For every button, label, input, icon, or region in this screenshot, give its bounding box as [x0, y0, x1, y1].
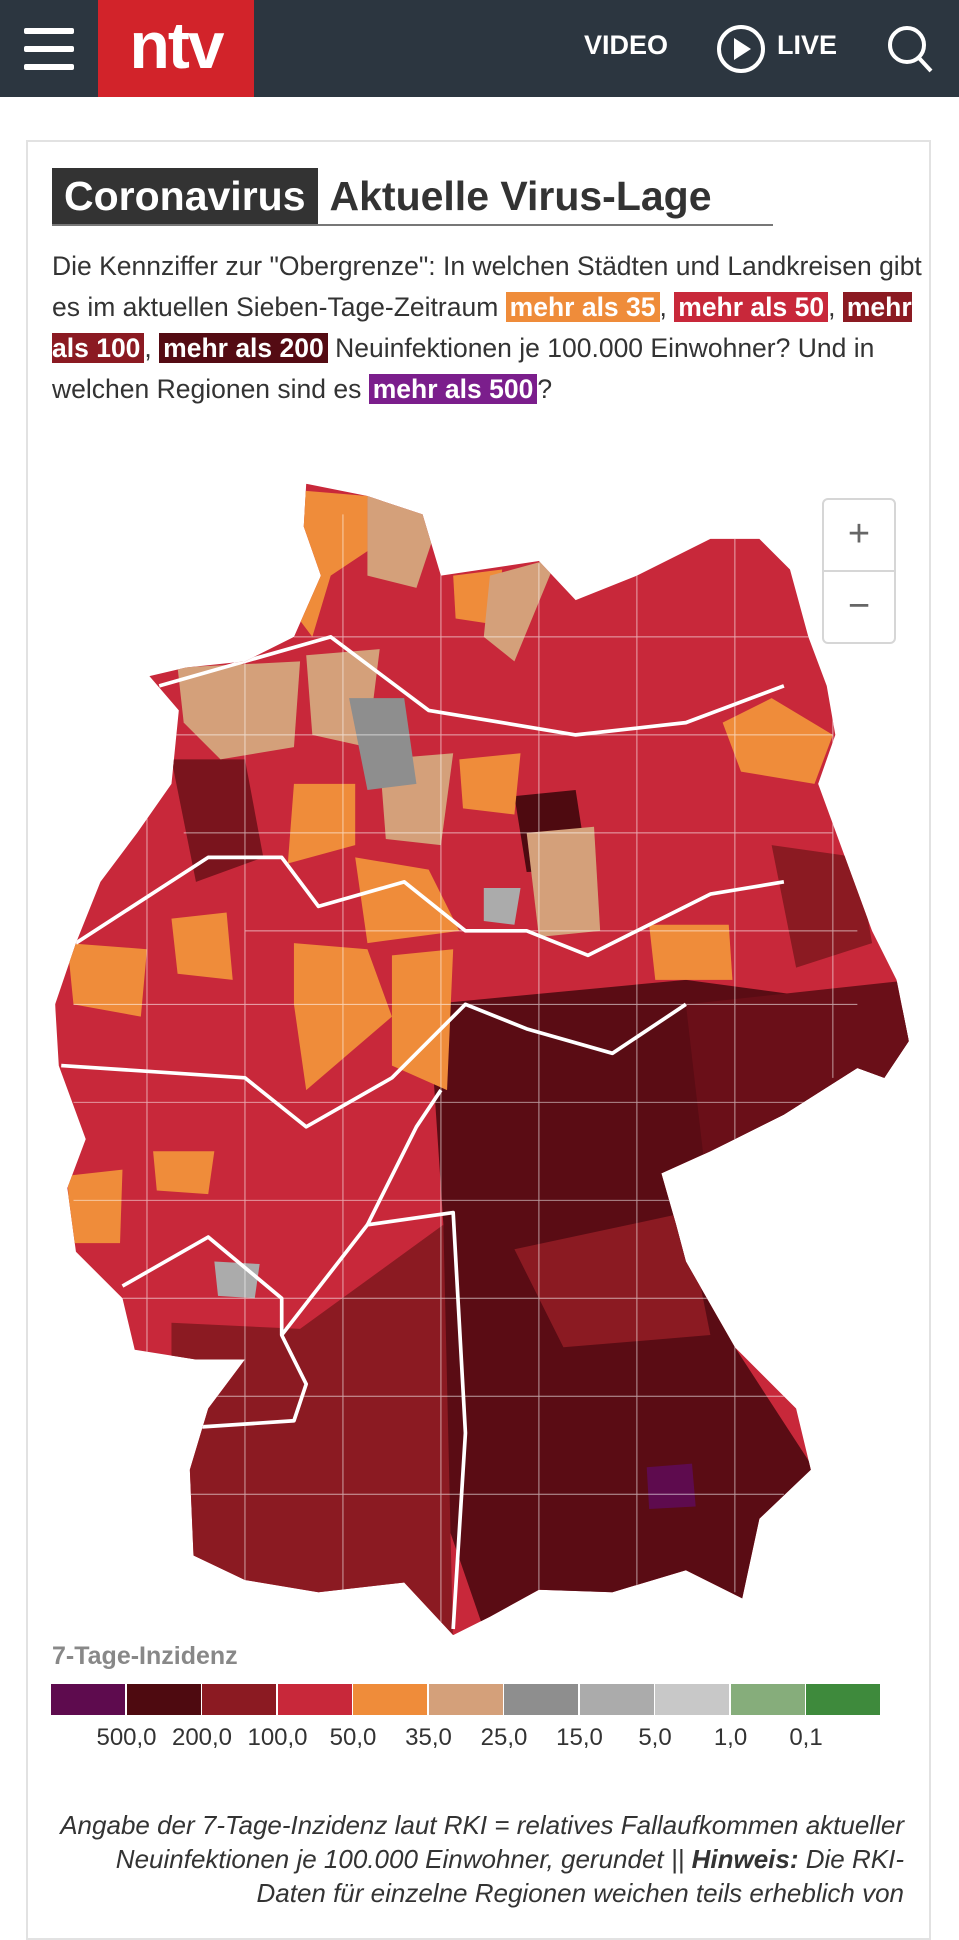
title: Aktuelle Virus-Lage: [329, 173, 712, 219]
legend-swatch: [353, 1684, 427, 1715]
top-bar: ntv VIDEO LIVE: [0, 0, 959, 97]
intro-text: ?: [537, 374, 553, 404]
footnote: Angabe der 7-Tage-Inzidenz laut RKI = re…: [52, 1808, 904, 1910]
legend-label: 100,0: [247, 1724, 308, 1751]
legend-label: 50,0: [329, 1724, 377, 1751]
search-icon[interactable]: [888, 26, 933, 73]
nav-link[interactable]: VIDEO: [584, 30, 669, 60]
legend-label: 25,0: [480, 1724, 528, 1751]
headline: Coronavirus Aktuelle Virus-Lage: [52, 168, 773, 226]
legend-swatch: [277, 1684, 352, 1715]
legend-label: 15,0: [556, 1724, 603, 1751]
legend-label: 1,0: [713, 1724, 748, 1751]
zoom-in[interactable]: +: [847, 513, 871, 555]
intro-text: ,: [659, 292, 675, 322]
nav-link[interactable]: LIVE: [777, 30, 838, 60]
legend-swatch: [202, 1684, 276, 1715]
legend-swatch: [579, 1684, 654, 1715]
legend-label: 500,0: [96, 1724, 157, 1751]
legend-swatch: [504, 1684, 578, 1715]
intro: Die Kennziffer zur "Obergrenze": In welc…: [52, 246, 922, 410]
map: [55, 483, 909, 1636]
header-icons: [24, 25, 933, 73]
intro-text: ,: [828, 292, 843, 322]
intro-text: ,: [144, 333, 160, 363]
legend-swatch: [428, 1684, 503, 1715]
highlight: mehr als 35: [505, 292, 660, 322]
legend-label: 0,1: [789, 1724, 823, 1751]
legend-label: 5,0: [638, 1724, 672, 1751]
zoom-out[interactable]: −: [824, 570, 894, 642]
note-bold: Hinweis:: [691, 1844, 799, 1874]
menu-icon[interactable]: [24, 28, 74, 70]
logo[interactable]: ntv: [98, 0, 254, 97]
legend-title: 7-Tage-Inzidenz: [52, 1642, 238, 1670]
legend-swatch: [126, 1684, 201, 1715]
highlight: mehr als 200: [159, 333, 328, 363]
legend-swatch: [655, 1684, 729, 1715]
highlight: mehr als 50: [674, 292, 829, 322]
legend-swatch: [806, 1684, 880, 1715]
note-text: Die RKI-Daten für einzelne Regionen weic…: [256, 1844, 904, 1908]
legend-swatch: [51, 1684, 125, 1715]
legend-swatch: [730, 1684, 805, 1715]
live-icon[interactable]: [717, 25, 765, 73]
legend-label: 35,0: [405, 1724, 452, 1751]
map-regions: [55, 483, 909, 1636]
highlight: mehr als 500: [368, 374, 538, 404]
legend-label: 200,0: [171, 1724, 233, 1751]
kicker: Coronavirus: [52, 168, 318, 224]
intro-text: Neuinfektionen je 100.000 Einwohner? Und…: [52, 333, 875, 404]
intro-text: Die Kennziffer zur "Obergrenze": In welc…: [52, 251, 922, 322]
zoom-control: + −: [822, 498, 896, 644]
note-text: Angabe der 7-Tage-Inzidenz laut RKI = re…: [60, 1810, 904, 1874]
